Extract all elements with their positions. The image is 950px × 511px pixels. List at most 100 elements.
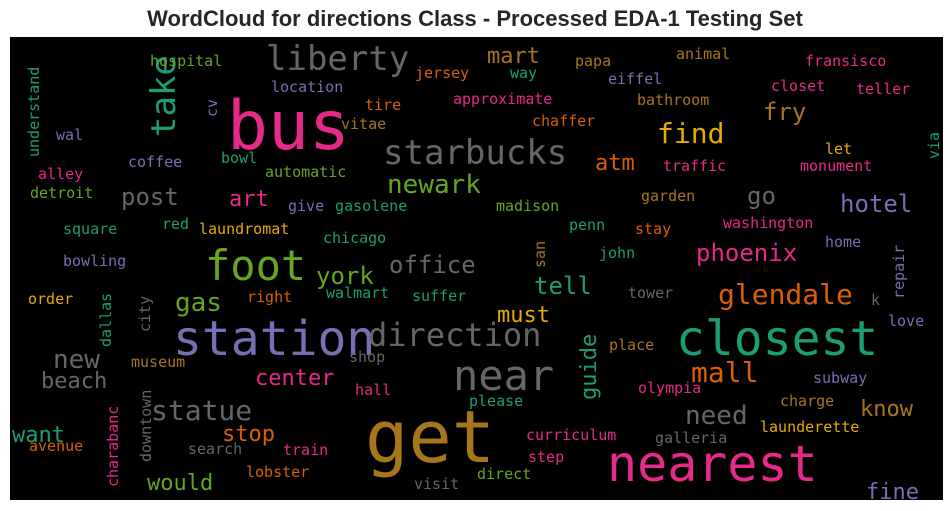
- word-phoenix: phoenix: [696, 239, 797, 267]
- word-fry: fry: [763, 98, 806, 126]
- word-subway: subway: [813, 369, 867, 387]
- word-center: center: [255, 366, 334, 391]
- word-coffee: coffee: [128, 153, 182, 171]
- word-bowl: bowl: [221, 149, 257, 167]
- word-hall: hall: [355, 381, 391, 399]
- word-launderette: launderette: [760, 418, 859, 436]
- word-let: let: [825, 140, 852, 158]
- word-vitae: vitae: [341, 115, 386, 133]
- word-love: love: [888, 312, 924, 330]
- word-papa: papa: [575, 52, 611, 70]
- word-dallas: dallas: [97, 293, 115, 347]
- word-visit: visit: [414, 475, 459, 493]
- word-lobster: lobster: [246, 463, 309, 481]
- word-closest: closest: [676, 311, 878, 367]
- word-take: take: [144, 55, 184, 137]
- word-way: way: [510, 64, 537, 82]
- word-cv: cv: [203, 99, 221, 117]
- word-train: train: [283, 441, 328, 459]
- word-tower: tower: [628, 284, 673, 302]
- word-atm: atm: [595, 151, 635, 176]
- chart-title: WordCloud for directions Class - Process…: [147, 6, 803, 31]
- word-mart: mart: [487, 44, 540, 69]
- word-san: san: [531, 241, 549, 268]
- word-bowling: bowling: [63, 252, 126, 270]
- word-direct: direct: [477, 465, 531, 483]
- word-tire: tire: [365, 96, 401, 114]
- word-go: go: [747, 182, 776, 210]
- word-alley: alley: [38, 165, 83, 183]
- word-fine: fine: [866, 480, 919, 500]
- word-madison: madison: [496, 197, 559, 215]
- word-square: square: [63, 220, 117, 238]
- word-fransisco: fransisco: [805, 52, 886, 70]
- word-station: station: [173, 311, 375, 367]
- word-liberty: liberty: [266, 39, 409, 79]
- word-tell: tell: [534, 272, 592, 300]
- word-foot: foot: [205, 241, 306, 290]
- word-repair: repair: [890, 245, 908, 299]
- wordcloud-canvas: bus get nearest station closest foot near liber…: [10, 37, 943, 500]
- word-bathroom: bathroom: [637, 91, 709, 109]
- word-suffer: suffer: [412, 287, 466, 305]
- word-approximate: approximate: [453, 90, 552, 108]
- word-animal: animal: [676, 45, 730, 63]
- word-mall: mall: [691, 356, 758, 389]
- word-would: would: [147, 471, 213, 496]
- word-eiffel: eiffel: [608, 70, 662, 88]
- word-newark: newark: [387, 170, 481, 200]
- word-detroit: detroit: [30, 184, 93, 202]
- word-nearest: nearest: [607, 435, 818, 493]
- word-gasolene: gasolene: [335, 197, 407, 215]
- word-museum: museum: [131, 353, 185, 371]
- word-hospital: hospital: [150, 52, 222, 70]
- word-beach: beach: [41, 369, 107, 394]
- word-closet: closet: [771, 77, 825, 95]
- word-k: k: [871, 291, 880, 309]
- word-york: york: [316, 262, 374, 290]
- word-galleria: galleria: [655, 429, 727, 447]
- word-olympia: olympia: [638, 379, 701, 397]
- word-gas: gas: [175, 288, 222, 318]
- word-charabanc: charabanc: [104, 406, 122, 487]
- word-know: know: [860, 397, 914, 422]
- word-wal: wal: [56, 126, 83, 144]
- word-jersey: jersey: [415, 64, 469, 82]
- word-laundromat: laundromat: [199, 220, 289, 238]
- word-guide: guide: [577, 334, 602, 400]
- word-teller: teller: [856, 80, 910, 98]
- word-find: find: [657, 117, 724, 150]
- word-location: location: [271, 78, 343, 96]
- word-stay: stay: [635, 220, 671, 238]
- word-walmart: walmart: [326, 284, 389, 302]
- word-need: need: [685, 401, 748, 431]
- word-stop: stop: [222, 422, 275, 447]
- word-penn: penn: [569, 216, 605, 234]
- word-curriculum: curriculum: [526, 426, 616, 444]
- word-garden: garden: [641, 187, 695, 205]
- word-give: give: [288, 197, 324, 215]
- word-near: near: [453, 351, 554, 400]
- word-right: right: [247, 288, 292, 306]
- word-get: get: [365, 395, 495, 479]
- word-glendale: glendale: [718, 278, 853, 311]
- word-avenue: avenue: [29, 437, 83, 455]
- word-statue: statue: [151, 394, 252, 427]
- word-want: want: [12, 423, 65, 448]
- word-bus: bus: [227, 87, 350, 166]
- word-downtown: downtown: [137, 390, 155, 462]
- word-starbucks: starbucks: [383, 133, 567, 173]
- word-search: search: [188, 440, 242, 458]
- wordcloud-svg: bus get nearest station closest foot near liber…: [12, 39, 943, 500]
- word-please: please: [469, 392, 523, 410]
- word-washington: washington: [723, 214, 813, 232]
- word-monument: monument: [800, 157, 872, 175]
- word-red: red: [162, 215, 189, 233]
- word-art: art: [229, 187, 269, 212]
- word-new: new: [53, 345, 100, 375]
- word-charge: charge: [780, 392, 834, 410]
- word-chaffer: chaffer: [532, 112, 595, 130]
- word-office: office: [389, 251, 476, 279]
- word-hotel: hotel: [840, 190, 912, 218]
- word-place: place: [609, 336, 654, 354]
